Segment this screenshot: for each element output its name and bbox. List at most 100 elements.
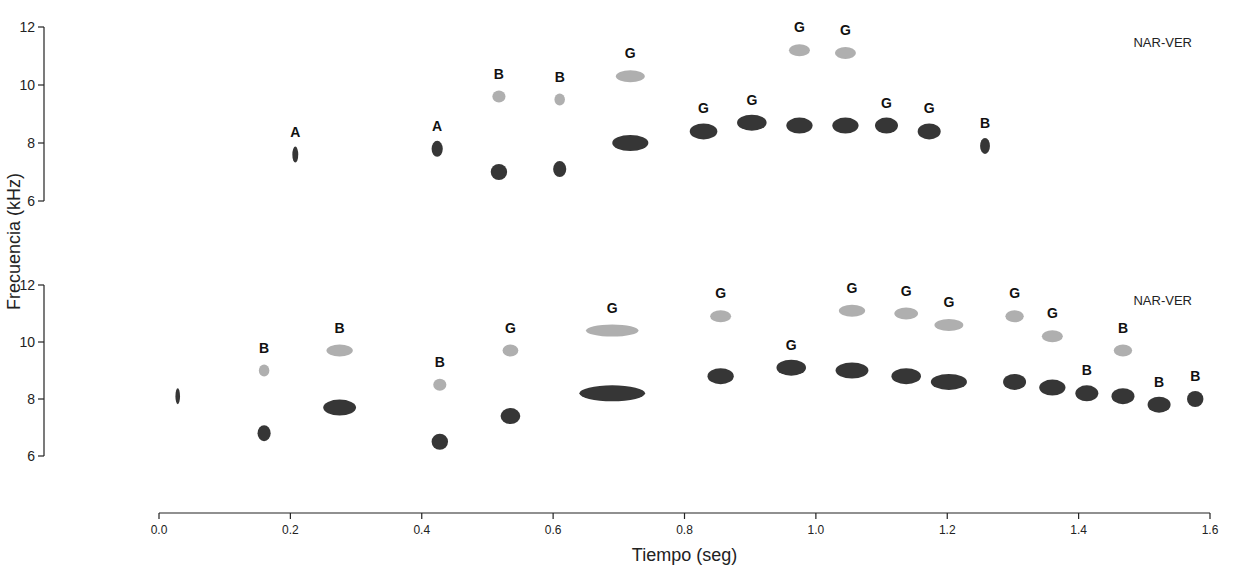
panel: 681012AABBGGGGGGGBNAR-VERFrecuencia (kHz…	[4, 19, 1192, 310]
y-axis	[43, 285, 44, 456]
x-tick	[684, 513, 685, 519]
syllable	[258, 425, 271, 441]
syllable-label: G	[901, 283, 912, 299]
syllable-label: B	[259, 340, 269, 356]
x-tick	[421, 513, 422, 519]
syllable	[737, 115, 767, 131]
syllable	[175, 388, 180, 404]
harmonic	[1042, 330, 1063, 342]
harmonic	[835, 47, 856, 59]
labels: AABBGGGGGGGB	[290, 19, 990, 139]
y-tick-label: 6	[27, 193, 35, 209]
syllable-label: G	[607, 300, 618, 316]
syllable-label: B	[1190, 368, 1200, 384]
marks	[292, 44, 990, 180]
syllable-label: B	[1118, 320, 1128, 336]
syllable-label: B	[980, 115, 990, 131]
harmonic	[1005, 310, 1023, 322]
syllable	[432, 434, 448, 450]
syllable	[292, 147, 298, 163]
syllable-label: G	[924, 100, 935, 116]
x-tick-label: 0.8	[676, 523, 693, 537]
y-tick	[38, 284, 44, 285]
y-tick-label: 6	[27, 448, 35, 464]
syllable	[707, 368, 733, 384]
harmonic	[839, 305, 865, 317]
syllable-label: B	[494, 66, 504, 82]
syllable-label: B	[555, 69, 565, 85]
syllable	[491, 164, 507, 180]
panel: 6810120.00.20.40.60.81.01.21.41.6Tiempo …	[19, 277, 1218, 565]
y-tick-label: 12	[19, 277, 35, 293]
labels: BBBGGGGGGGGGBBBB	[259, 280, 1200, 390]
syllable-label: G	[881, 95, 892, 111]
x-tick	[947, 513, 948, 519]
x-tick	[290, 513, 291, 519]
harmonic	[259, 365, 270, 377]
y-axis	[43, 27, 44, 201]
harmonic	[503, 345, 519, 357]
syllable	[832, 118, 858, 134]
syllable-label: A	[290, 124, 300, 140]
x-tick	[1209, 513, 1210, 519]
syllable-label: G	[847, 280, 858, 296]
syllable-label: B	[435, 354, 445, 370]
x-axis-title: Tiempo (seg)	[632, 545, 737, 565]
syllable	[1187, 391, 1203, 407]
syllable-label: G	[1047, 305, 1058, 321]
syllable-label: G	[1009, 285, 1020, 301]
syllable	[1148, 397, 1171, 413]
y-tick-label: 12	[19, 19, 35, 35]
harmonic	[616, 70, 645, 82]
syllable	[612, 135, 648, 151]
y-tick	[38, 26, 44, 27]
syllable-label: A	[432, 118, 442, 134]
syllable	[875, 118, 898, 134]
x-tick-label: 1.2	[939, 523, 956, 537]
x-tick-label: 1.6	[1202, 523, 1219, 537]
syllable	[1003, 374, 1026, 390]
y-tick-label: 8	[27, 391, 35, 407]
harmonic	[586, 325, 639, 337]
syllable-label: G	[715, 285, 726, 301]
syllable-label: B	[335, 320, 345, 336]
y-tick-label: 10	[19, 77, 35, 93]
harmonic	[554, 94, 565, 106]
syllable	[1075, 385, 1098, 401]
syllable	[323, 400, 356, 416]
harmonic	[433, 379, 446, 391]
syllable-label: G	[943, 294, 954, 310]
harmonic	[789, 44, 810, 56]
annotation: NAR-VER	[1133, 35, 1192, 50]
x-tick-label: 0.2	[282, 523, 299, 537]
figure: 681012AABBGGGGGGGBNAR-VERFrecuencia (kHz…	[0, 0, 1241, 574]
harmonic	[1114, 345, 1132, 357]
y-tick-label: 8	[27, 135, 35, 151]
x-tick-label: 0.6	[545, 523, 562, 537]
x-tick	[1078, 513, 1079, 519]
syllable-label: G	[746, 92, 757, 108]
syllable-label: G	[840, 22, 851, 38]
syllable	[918, 123, 941, 139]
x-tick-label: 1.4	[1070, 523, 1087, 537]
x-tick-label: 1.0	[808, 523, 825, 537]
y-tick-label: 10	[19, 334, 35, 350]
syllable	[553, 161, 566, 177]
harmonic	[710, 310, 731, 322]
syllable	[1111, 388, 1134, 404]
syllable	[432, 141, 443, 157]
harmonic	[492, 91, 505, 103]
syllable	[891, 368, 921, 384]
x-tick	[553, 513, 554, 519]
syllable-label: G	[698, 100, 709, 116]
syllable	[690, 123, 718, 139]
syllable	[579, 385, 645, 401]
y-tick	[38, 142, 44, 143]
y-tick	[38, 200, 44, 201]
harmonic	[894, 308, 918, 320]
y-tick	[38, 398, 44, 399]
x-tick	[815, 513, 816, 519]
syllable	[980, 138, 990, 154]
syllable-label: B	[1154, 374, 1164, 390]
syllable-label: B	[1082, 362, 1092, 378]
